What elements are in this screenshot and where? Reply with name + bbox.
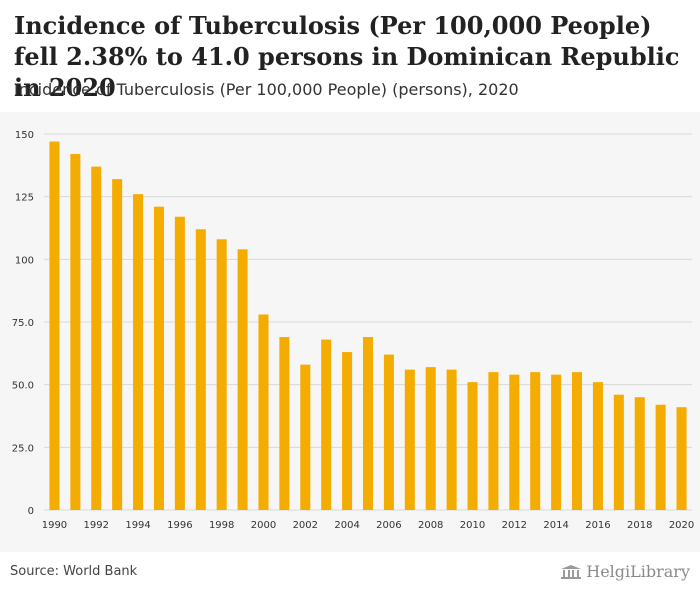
chart-title: Incidence of Tuberculosis (Per 100,000 P… bbox=[14, 11, 680, 102]
x-tick-label: 1994 bbox=[125, 520, 150, 531]
bar-1999 bbox=[237, 249, 248, 510]
bar-2014 bbox=[551, 374, 562, 510]
x-tick-label: 2010 bbox=[460, 520, 485, 531]
bar-2010 bbox=[467, 382, 478, 510]
bar-1991 bbox=[70, 154, 81, 510]
bar-1992 bbox=[91, 166, 102, 510]
x-tick-label: 2002 bbox=[293, 520, 318, 531]
x-tick-label: 1992 bbox=[84, 520, 109, 531]
x-tick-label: 1990 bbox=[42, 520, 67, 531]
x-tick-label: 2004 bbox=[334, 520, 359, 531]
brand-name: HelgiLibrary bbox=[586, 562, 690, 581]
bar-2011 bbox=[488, 372, 499, 510]
bar-1993 bbox=[112, 179, 123, 510]
x-tick-label: 1998 bbox=[209, 520, 234, 531]
bar-2012 bbox=[509, 374, 520, 510]
bar-2008 bbox=[425, 367, 436, 510]
bar-2004 bbox=[342, 352, 353, 510]
bar-2000 bbox=[258, 314, 269, 510]
y-tick-label: 75.0 bbox=[12, 318, 34, 329]
x-tick-label: 2000 bbox=[251, 520, 276, 531]
bar-2016 bbox=[592, 382, 603, 510]
bar-2013 bbox=[530, 372, 541, 510]
y-tick-label: 25.0 bbox=[12, 443, 34, 454]
y-tick-label: 0 bbox=[28, 506, 34, 517]
y-tick-label: 150 bbox=[15, 130, 34, 141]
bar-1990 bbox=[49, 141, 60, 510]
chart-header: Incidence of Tuberculosis (Per 100,000 P… bbox=[0, 0, 700, 112]
y-tick-label: 50.0 bbox=[12, 381, 34, 392]
x-tick-label: 2018 bbox=[627, 520, 652, 531]
bar-1997 bbox=[195, 229, 206, 510]
x-tick-label: 2020 bbox=[669, 520, 694, 531]
x-tick-label: 2014 bbox=[543, 520, 568, 531]
bar-1998 bbox=[216, 239, 227, 510]
bar-chart: 0 25.0 50.0 75.0 100 125 150 1990 1992 1994 1996 19… bbox=[12, 130, 695, 531]
bar-2002 bbox=[300, 364, 311, 510]
x-tick-label: 1996 bbox=[167, 520, 192, 531]
bar-2001 bbox=[279, 337, 290, 510]
bar-2006 bbox=[383, 354, 394, 510]
library-columns-icon bbox=[561, 564, 582, 579]
bar-2015 bbox=[572, 372, 583, 510]
bar-1996 bbox=[174, 216, 185, 510]
source-note: Source: World Bank bbox=[10, 564, 138, 579]
chart-footer: Source: World Bank HelgiLibrary bbox=[0, 552, 700, 596]
bar-2018 bbox=[634, 397, 645, 510]
x-tick-label: 2016 bbox=[585, 520, 610, 531]
brand-logo[interactable]: HelgiLibrary bbox=[560, 562, 690, 581]
bar-2003 bbox=[321, 339, 332, 510]
bar-2007 bbox=[404, 369, 415, 510]
chart-area: 0 25.0 50.0 75.0 100 125 150 1990 1992 1994 1996 19… bbox=[0, 112, 700, 552]
x-tick-label: 2008 bbox=[418, 520, 443, 531]
y-tick-label: 100 bbox=[15, 255, 34, 266]
chart-subtitle: Incidence of Tuberculosis (Per 100,000 P… bbox=[14, 80, 519, 99]
bar-2009 bbox=[446, 369, 457, 510]
bar-2005 bbox=[362, 337, 374, 510]
y-tick-label: 125 bbox=[15, 193, 34, 204]
bar-2020 bbox=[676, 407, 687, 510]
bar-2019 bbox=[655, 404, 666, 510]
bar-2017 bbox=[613, 394, 624, 510]
x-tick-label: 2012 bbox=[502, 520, 527, 531]
x-tick-label: 2006 bbox=[376, 520, 401, 531]
bar-1995 bbox=[153, 206, 164, 510]
bar-1994 bbox=[133, 194, 144, 510]
